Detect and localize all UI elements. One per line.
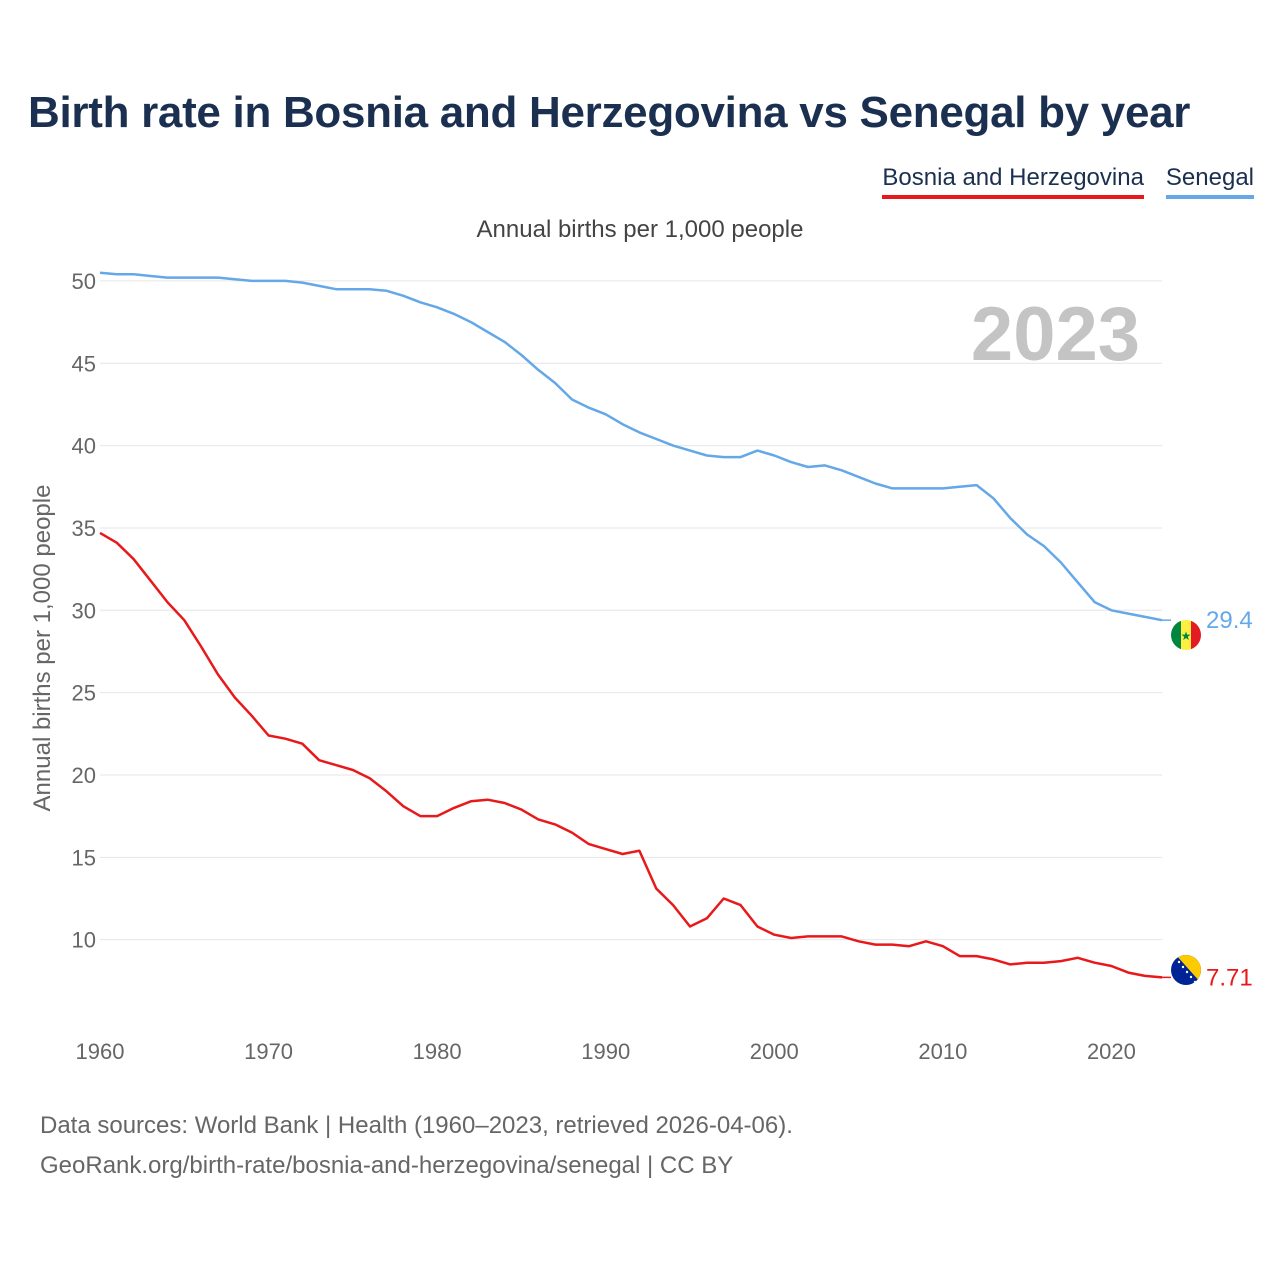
series-line-senegal [99,271,1163,622]
end-value-label-senegal: 29.4 [1206,607,1253,634]
x-tick-label: 2000 [750,1039,799,1064]
y-tick-label: 30 [72,598,96,623]
legend-item-senegal[interactable]: Senegal [1165,164,1254,199]
y-axis-label: Annual births per 1,000 people [29,485,56,812]
footer-sources: Data sources: World Bank | Health (1960–… [40,1112,793,1139]
y-tick-label: 10 [72,928,96,953]
legend-item-bosnia-and-herzegovina[interactable]: Bosnia and Herzegovina [882,164,1144,199]
y-tick-label: 15 [72,845,96,870]
footer: Data sources: World Bank | Health (1960–… [40,1106,793,1186]
series-line-bosnia-and-herzegovina [99,531,1163,979]
year-watermark: 2023 [971,292,1140,377]
x-tick-label: 1990 [581,1039,630,1064]
end-value-label-bosnia-and-herzegovina: 7.71 [1206,964,1253,991]
footer-link[interactable]: GeoRank.org/birth-rate/bosnia-and-herzeg… [40,1152,734,1179]
y-tick-label: 35 [72,516,96,541]
chart-title: Birth rate in Bosnia and Herzegovina vs … [28,88,1191,137]
series-lines [99,271,1163,979]
x-tick-label: 2010 [918,1039,967,1064]
y-tick-label: 50 [72,269,96,294]
x-axis-ticks: 1960 1970 1980 1990 2000 2010 2020 [76,1039,1136,1064]
x-tick-label: 1960 [76,1039,125,1064]
bosnia-flag-icon [1171,955,1201,985]
y-tick-label: 25 [72,681,96,706]
x-tick-label: 1980 [413,1039,462,1064]
x-tick-label: 1970 [244,1039,293,1064]
y-tick-label: 20 [72,763,96,788]
y-axis-ticks: 10 15 20 25 30 35 40 45 50 [72,269,96,953]
y-tick-label: 40 [72,434,96,459]
chart-subtitle: Annual births per 1,000 people [476,216,804,243]
x-tick-label: 2020 [1087,1039,1136,1064]
y-tick-label: 45 [72,351,96,376]
senegal-flag-icon: ★ [1171,620,1201,650]
end-labels: 7.71 29.4 [1162,607,1253,991]
svg-text:★: ★ [1181,629,1192,643]
gridlines [100,280,1162,941]
legend: Bosnia and Herzegovina Senegal [882,164,1254,199]
